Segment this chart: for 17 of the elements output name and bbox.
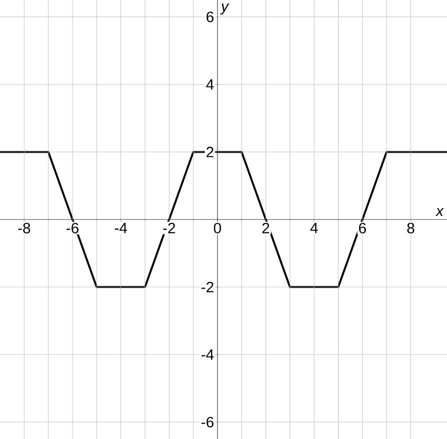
- x-tick-label: 0: [214, 222, 222, 234]
- x-tick-label: 2: [262, 222, 270, 234]
- x-axis-title: x: [435, 208, 444, 216]
- y-tick-label: -4: [202, 349, 214, 360]
- y-tick-label: 4: [206, 79, 214, 90]
- x-tick-label: 8: [407, 222, 414, 234]
- y-tick-label: 2: [206, 146, 214, 158]
- x-tick-label: -8: [18, 222, 30, 234]
- x-tick-label: 4: [310, 222, 318, 234]
- y-tick-label: -2: [202, 282, 214, 292]
- x-tick-label: 6: [359, 222, 366, 234]
- y-tick-label: -6: [202, 416, 214, 428]
- y-tick-label: 6: [206, 12, 214, 22]
- x-tick-label: -2: [163, 222, 176, 234]
- y-axis-title: y: [220, 4, 230, 15]
- x-tick-label: -6: [66, 222, 78, 234]
- x-tick-label: -4: [114, 222, 128, 234]
